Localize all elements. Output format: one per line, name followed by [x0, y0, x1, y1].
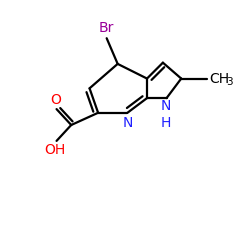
Text: 3: 3 — [226, 77, 232, 87]
Text: CH: CH — [209, 72, 230, 86]
Text: Br: Br — [99, 20, 114, 34]
Text: N: N — [160, 99, 170, 113]
Text: N: N — [122, 116, 133, 130]
Text: O: O — [50, 93, 61, 107]
Text: H: H — [160, 116, 170, 130]
Text: OH: OH — [45, 143, 66, 157]
